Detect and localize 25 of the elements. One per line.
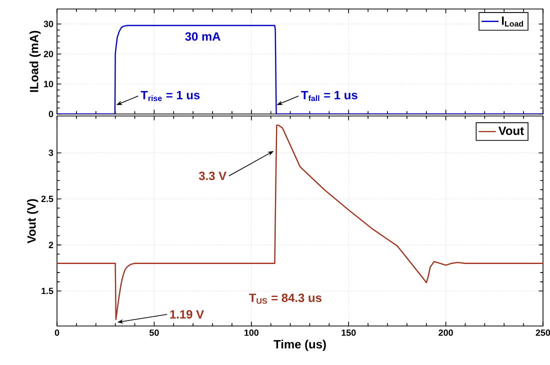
x-tick-label: 0 bbox=[54, 330, 60, 336]
x-tick-label: 100 bbox=[244, 330, 259, 336]
legend-label: I$_{Load}$ bbox=[502, 16, 524, 27]
y-tick-label: 10 bbox=[44, 80, 54, 88]
y-tick-label: 1.5 bbox=[42, 288, 54, 294]
y-tick-label: 3 bbox=[48, 150, 54, 156]
legend-label: Vout bbox=[498, 126, 524, 136]
y-axis-title: ILoad (mA) bbox=[30, 30, 41, 92]
x-tick-label: 50 bbox=[150, 330, 159, 336]
annotation: 30 mA bbox=[185, 32, 220, 41]
y-tick-label: 20 bbox=[44, 50, 54, 58]
x-tick-label: 200 bbox=[438, 330, 453, 336]
x-tick-label: 250 bbox=[536, 330, 550, 336]
annotation: 3.3 V bbox=[198, 172, 226, 180]
y-tick-label: 2.5 bbox=[41, 196, 54, 202]
annotation: 1.19 V bbox=[170, 310, 204, 319]
y-tick-label: 0 bbox=[48, 110, 54, 118]
annotation: T$_{US}$ = 84.3 us bbox=[249, 294, 322, 304]
x-axis-title: Time (us) bbox=[274, 340, 326, 351]
y-tick-label: 2 bbox=[48, 242, 54, 248]
annotation: T$_{rise}$ = 1 us bbox=[140, 90, 200, 102]
y-tick-label: 30 bbox=[44, 20, 54, 28]
y-axis-title: Vout (V) bbox=[27, 199, 38, 244]
x-tick-label: 150 bbox=[342, 330, 356, 336]
annotation: T$_{fall}$ = 1 us bbox=[301, 90, 358, 102]
